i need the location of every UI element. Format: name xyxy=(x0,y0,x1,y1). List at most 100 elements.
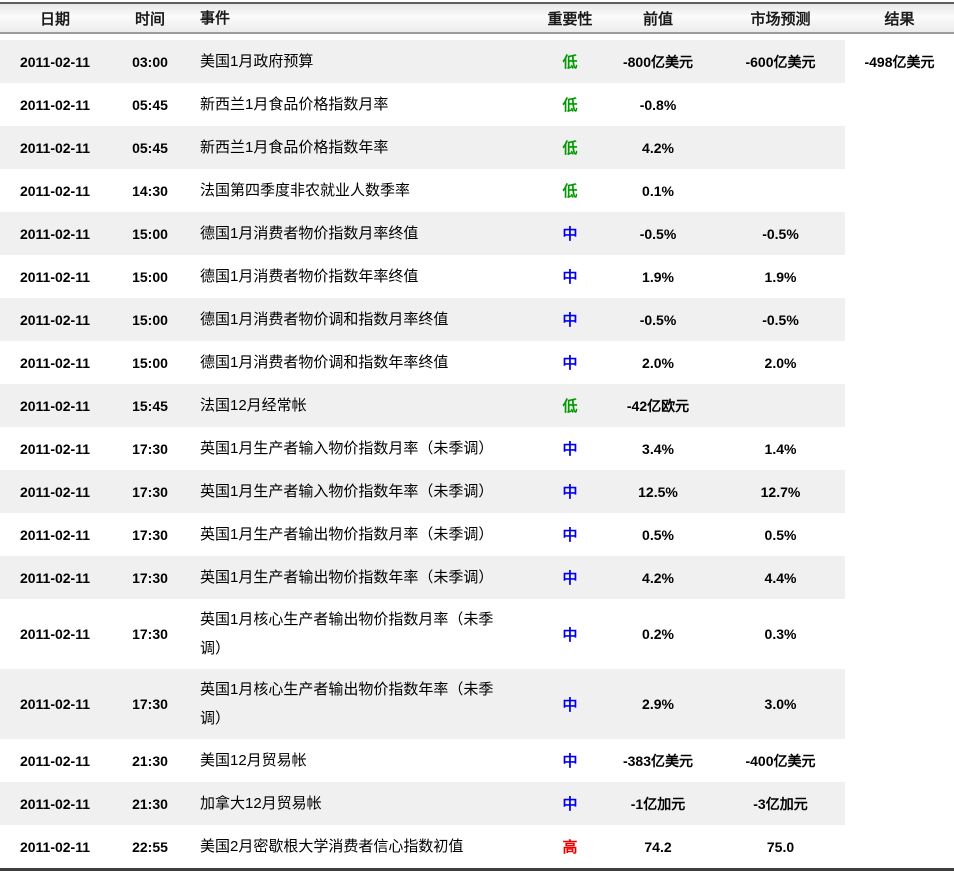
importance-cell: 中 xyxy=(540,782,600,825)
table-header-row: 日期 时间 事件 重要性 前值 市场预测 结果 xyxy=(0,4,954,34)
importance-badge: 低 xyxy=(562,140,578,157)
time-value: 15:00 xyxy=(132,268,168,285)
previous-value: -1亿加元 xyxy=(630,795,686,812)
result-cell xyxy=(845,298,954,341)
forecast-cell: -0.5% xyxy=(716,212,845,255)
previous-cell: 3.4% xyxy=(600,427,716,470)
forecast-cell: 1.9% xyxy=(716,255,845,298)
table-row: 2011-02-11 22:55 美国2月密歇根大学消费者信心指数初值 高 74… xyxy=(0,825,954,868)
date-value: 2011-02-11 xyxy=(19,397,91,414)
time-value: 05:45 xyxy=(132,96,168,113)
importance-badge: 中 xyxy=(562,355,578,372)
importance-cell: 低 xyxy=(540,83,600,126)
date-value: 2011-02-11 xyxy=(19,311,91,328)
importance-cell: 中 xyxy=(540,599,600,669)
previous-value: -383亿美元 xyxy=(622,752,694,769)
forecast-cell: 1.4% xyxy=(716,427,845,470)
table-row: 2011-02-11 15:45 法国12月经常帐 低 -42亿欧元 xyxy=(0,384,954,427)
importance-cell: 高 xyxy=(540,825,600,868)
previous-value: -800亿美元 xyxy=(622,53,694,70)
time-value: 15:00 xyxy=(132,311,168,328)
forecast-cell: -400亿美元 xyxy=(716,739,845,782)
table-row: 2011-02-11 14:30 法国第四季度非农就业人数季率 低 0.1% xyxy=(0,169,954,212)
time-value: 15:45 xyxy=(132,397,168,414)
date-cell: 2011-02-11 xyxy=(0,669,110,739)
forecast-value: 4.4% xyxy=(764,569,797,586)
result-cell xyxy=(845,599,954,669)
date-cell: 2011-02-11 xyxy=(0,427,110,470)
event-cell: 英国1月核心生产者输出物价指数月率（未季 调） xyxy=(190,599,540,669)
importance-badge: 低 xyxy=(562,398,578,415)
importance-cell: 中 xyxy=(540,470,600,513)
previous-value: -0.8% xyxy=(639,96,677,113)
forecast-value: -600亿美元 xyxy=(745,53,816,70)
date-cell: 2011-02-11 xyxy=(0,599,110,669)
date-cell: 2011-02-11 xyxy=(0,83,110,126)
time-cell: 17:30 xyxy=(110,599,190,669)
date-cell: 2011-02-11 xyxy=(0,825,110,868)
forecast-cell: -3亿加元 xyxy=(716,782,845,825)
date-value: 2011-02-11 xyxy=(19,225,91,242)
importance-badge: 中 xyxy=(562,269,578,286)
time-cell: 17:30 xyxy=(110,556,190,599)
time-value: 17:30 xyxy=(132,626,168,642)
previous-value: -42亿欧元 xyxy=(626,397,690,414)
event-cell: 英国1月生产者输出物价指数月率（未季调） xyxy=(190,513,540,556)
date-cell: 2011-02-11 xyxy=(0,513,110,556)
previous-value: -0.5% xyxy=(639,311,677,328)
time-value: 21:30 xyxy=(132,752,168,769)
time-cell: 17:30 xyxy=(110,669,190,739)
time-value: 17:30 xyxy=(132,440,168,457)
event-value: 美国2月密歇根大学消费者信心指数初值 xyxy=(200,838,464,855)
importance-cell: 中 xyxy=(540,341,600,384)
time-value: 14:30 xyxy=(132,182,168,199)
date-value: 2011-02-11 xyxy=(19,626,91,642)
forecast-value: 1.9% xyxy=(764,268,797,285)
date-cell: 2011-02-11 xyxy=(0,212,110,255)
importance-badge: 低 xyxy=(562,54,578,71)
previous-value: 74.2 xyxy=(644,838,672,855)
date-cell: 2011-02-11 xyxy=(0,126,110,169)
importance-cell: 中 xyxy=(540,212,600,255)
result-cell xyxy=(845,669,954,739)
table-row: 2011-02-11 03:00 美国1月政府预算 低 -800亿美元 -600… xyxy=(0,40,954,83)
result-cell: -498亿美元 xyxy=(845,40,954,83)
header-time-label: 时间 xyxy=(134,10,165,28)
importance-badge: 中 xyxy=(562,796,578,813)
date-value: 2011-02-11 xyxy=(19,182,91,199)
previous-cell: 0.2% xyxy=(600,599,716,669)
time-cell: 05:45 xyxy=(110,126,190,169)
importance-badge: 中 xyxy=(562,312,578,329)
event-value: 英国1月生产者输入物价指数月率（未季调） xyxy=(200,440,494,457)
previous-cell: 74.2 xyxy=(600,825,716,868)
previous-cell: 1.9% xyxy=(600,255,716,298)
header-previous-label: 前值 xyxy=(642,10,673,28)
previous-value: 1.9% xyxy=(642,268,674,285)
time-value: 17:30 xyxy=(132,569,168,586)
event-cell: 英国1月生产者输出物价指数年率（未季调） xyxy=(190,556,540,599)
previous-cell: -0.5% xyxy=(600,212,716,255)
forecast-value: -400亿美元 xyxy=(745,752,816,769)
event-value: 美国12月贸易帐 xyxy=(200,752,307,769)
previous-cell: -0.5% xyxy=(600,298,716,341)
forecast-cell: -600亿美元 xyxy=(716,40,845,83)
date-value: 2011-02-11 xyxy=(19,483,91,500)
result-cell xyxy=(845,470,954,513)
forecast-cell: -0.5% xyxy=(716,298,845,341)
table-row: 2011-02-11 21:30 加拿大12月贸易帐 中 -1亿加元 -3亿加元 xyxy=(0,782,954,825)
importance-badge: 中 xyxy=(562,626,578,644)
previous-cell: 0.5% xyxy=(600,513,716,556)
table-row: 2011-02-11 17:30 英国1月生产者输入物价指数年率（未季调） 中 … xyxy=(0,470,954,513)
time-cell: 03:00 xyxy=(110,40,190,83)
importance-badge: 中 xyxy=(562,570,578,587)
result-cell xyxy=(845,556,954,599)
event-cell: 新西兰1月食品价格指数年率 xyxy=(190,126,540,169)
date-value: 2011-02-11 xyxy=(19,268,91,285)
forecast-value: 0.5% xyxy=(764,526,797,543)
time-value: 17:30 xyxy=(132,526,168,543)
importance-badge: 中 xyxy=(562,753,578,770)
previous-value: 4.2% xyxy=(642,139,674,156)
previous-value: 2.0% xyxy=(642,354,674,371)
date-value: 2011-02-11 xyxy=(19,440,91,457)
date-cell: 2011-02-11 xyxy=(0,556,110,599)
